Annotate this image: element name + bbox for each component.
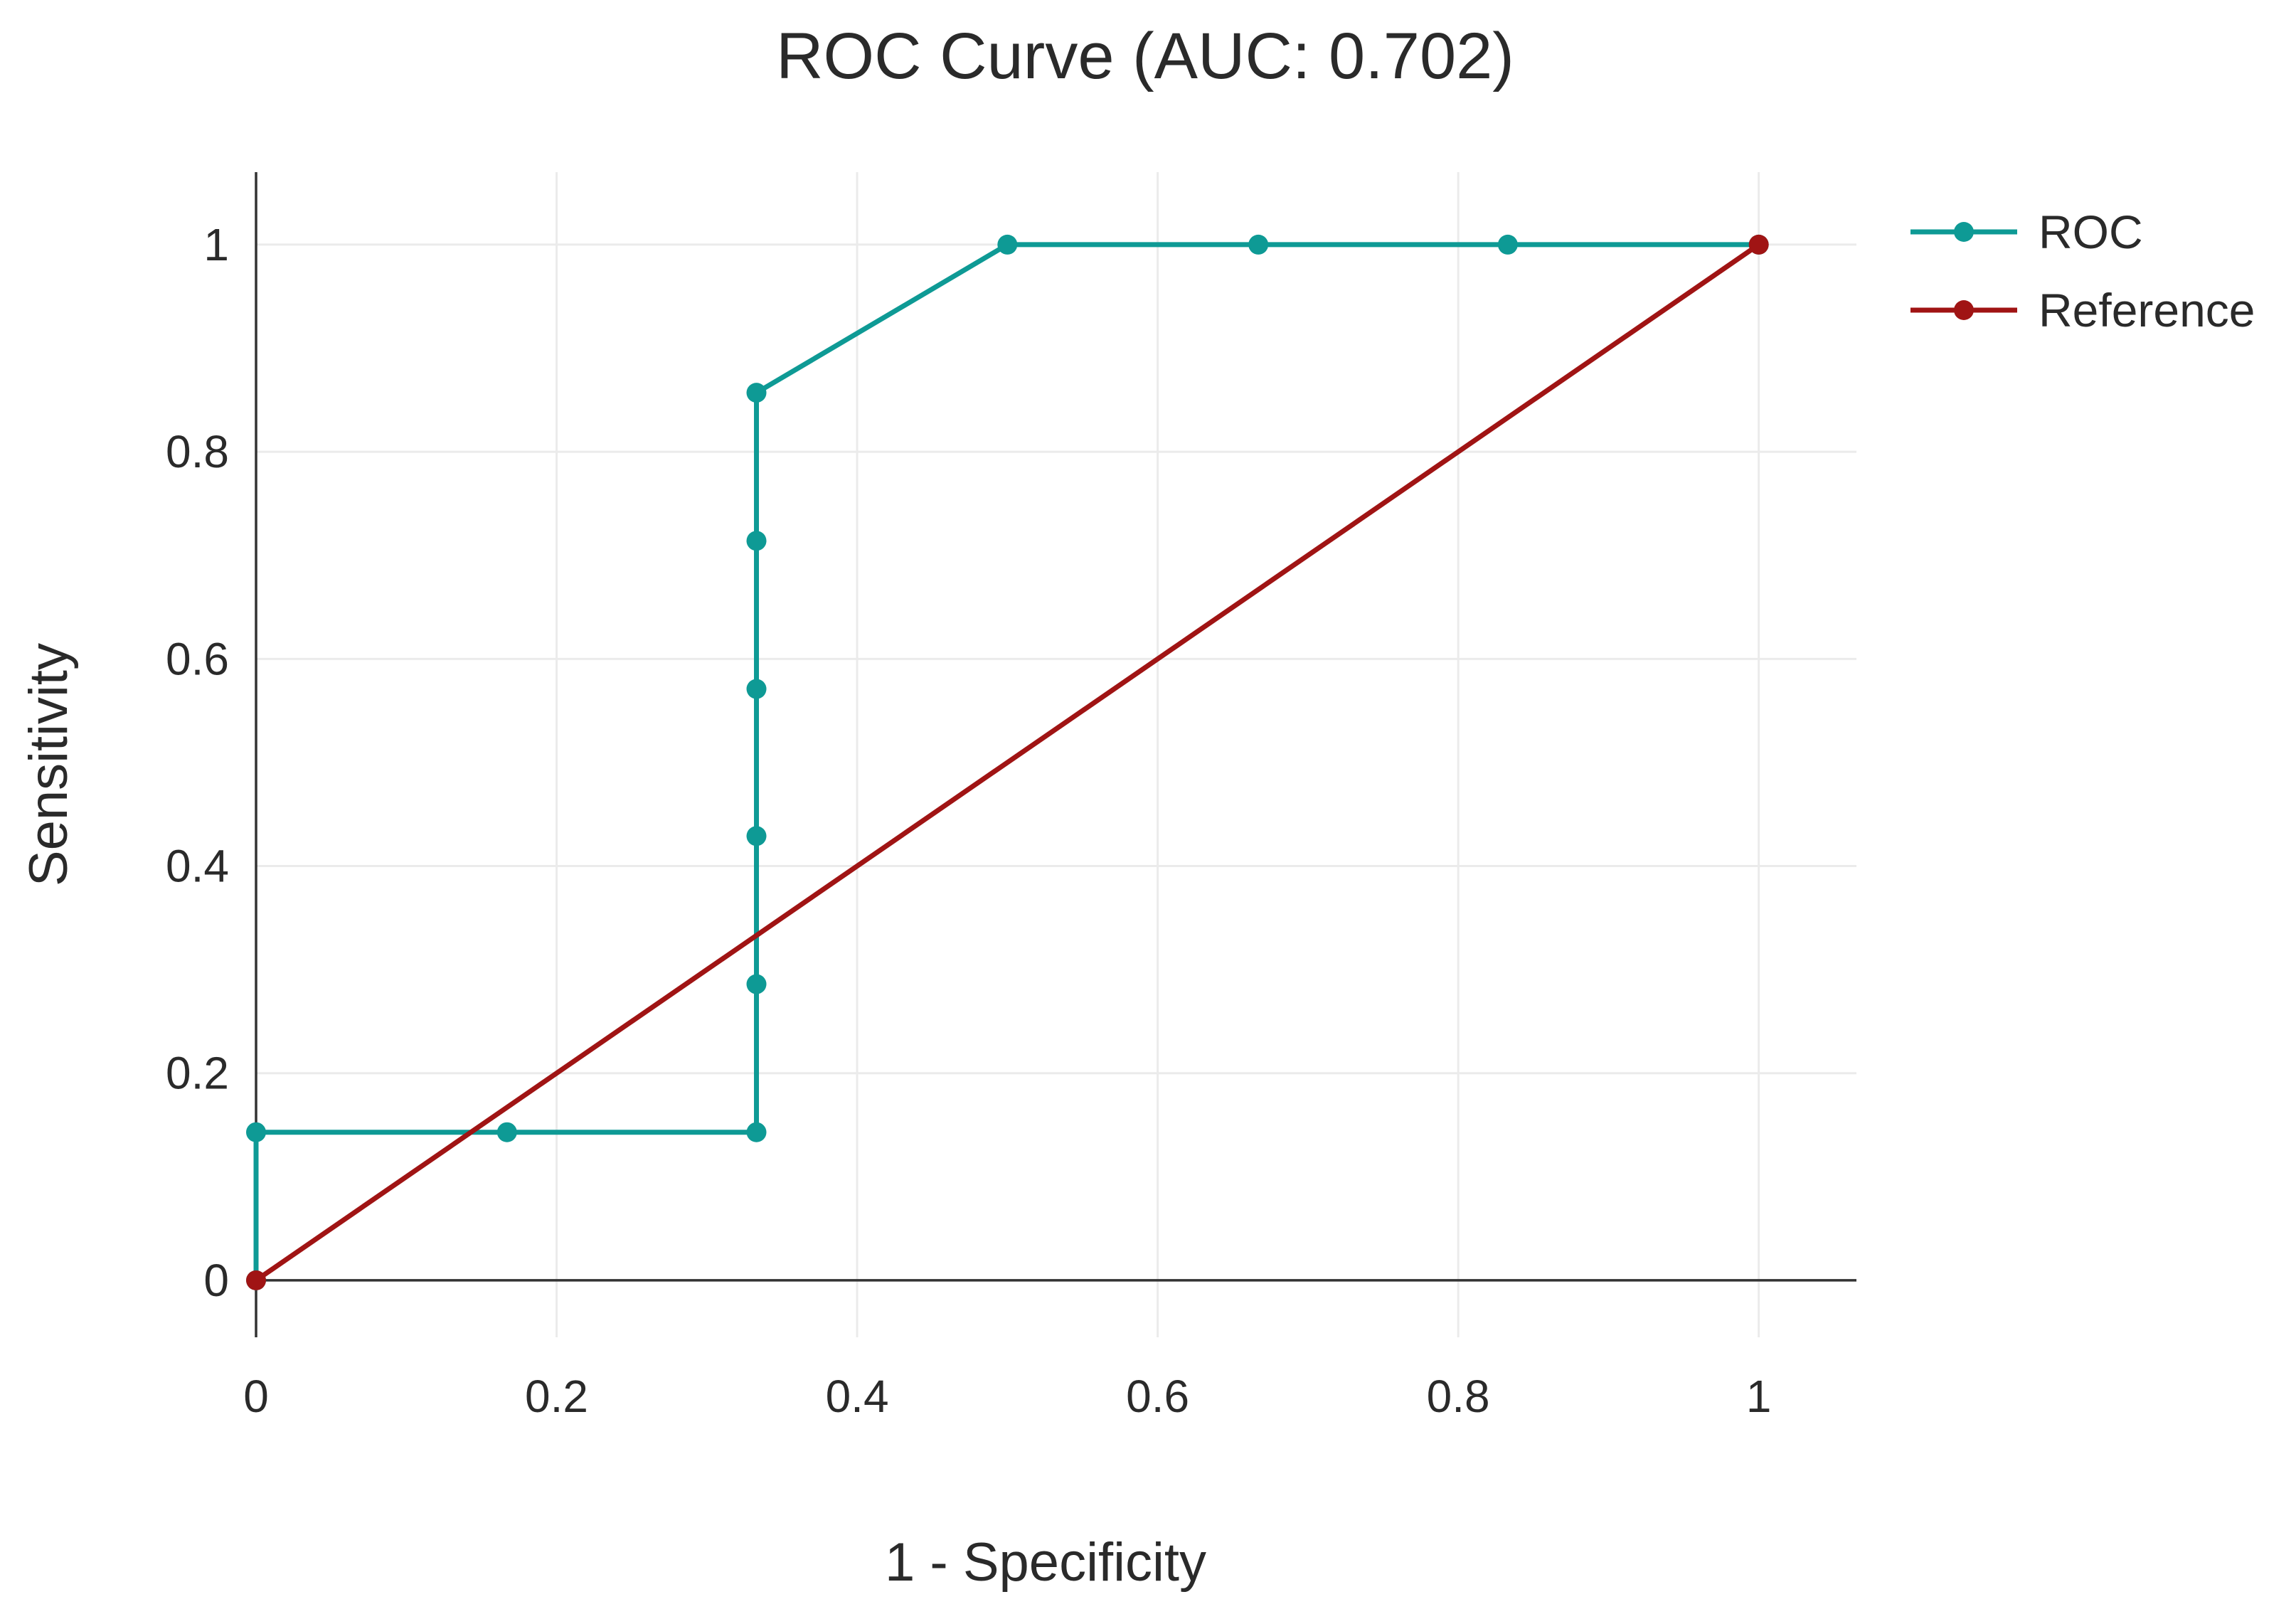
legend-item-roc[interactable]: ROC (1910, 206, 2143, 258)
legend[interactable]: ROC Reference (1910, 206, 2255, 336)
roc-point (746, 974, 767, 994)
series-reference (246, 234, 1769, 1290)
roc-point (997, 234, 1018, 255)
roc-point (746, 383, 767, 403)
gridlines (256, 172, 1856, 1337)
y-tick-label: 0 (203, 1255, 229, 1306)
y-tick-label: 0.8 (166, 426, 229, 477)
roc-point (746, 531, 767, 551)
x-axis-title: 1 - Specificity (885, 1532, 1206, 1593)
roc-point (246, 1122, 266, 1142)
reference-line (253, 242, 1762, 1283)
roc-point (1248, 234, 1269, 255)
reference-point (246, 1270, 266, 1290)
roc-point (746, 1122, 767, 1142)
legend-item-reference[interactable]: Reference (1910, 284, 2255, 336)
legend-label: ROC (2039, 206, 2143, 258)
y-axis-title: Sensitivity (18, 643, 79, 886)
chart-title: ROC Curve (AUC: 0.702) (776, 20, 1514, 92)
x-tick-label: 0.2 (525, 1371, 588, 1422)
roc-point (496, 1122, 517, 1142)
series-group (246, 234, 1769, 1290)
legend-swatch-marker (1954, 300, 1974, 320)
reference-point (1748, 234, 1769, 255)
roc-point (746, 826, 767, 846)
tick-labels: 0 0.2 0.4 0.6 0.8 1 0 0.2 0.4 0.6 0.8 1 (166, 219, 1771, 1422)
x-tick-label: 0.4 (826, 1371, 889, 1422)
roc-point (746, 679, 767, 699)
legend-swatch-marker (1954, 222, 1974, 242)
x-tick-label: 0 (243, 1371, 269, 1422)
y-tick-label: 0.2 (166, 1048, 229, 1099)
x-tick-label: 0.6 (1126, 1371, 1189, 1422)
y-tick-label: 0.6 (166, 633, 229, 684)
roc-point (1497, 234, 1518, 255)
axes (255, 172, 1856, 1337)
y-tick-label: 0.4 (166, 841, 229, 892)
y-tick-label: 1 (203, 219, 229, 270)
legend-label: Reference (2039, 284, 2255, 336)
x-tick-label: 0.8 (1427, 1371, 1490, 1422)
x-tick-label: 1 (1746, 1371, 1772, 1422)
